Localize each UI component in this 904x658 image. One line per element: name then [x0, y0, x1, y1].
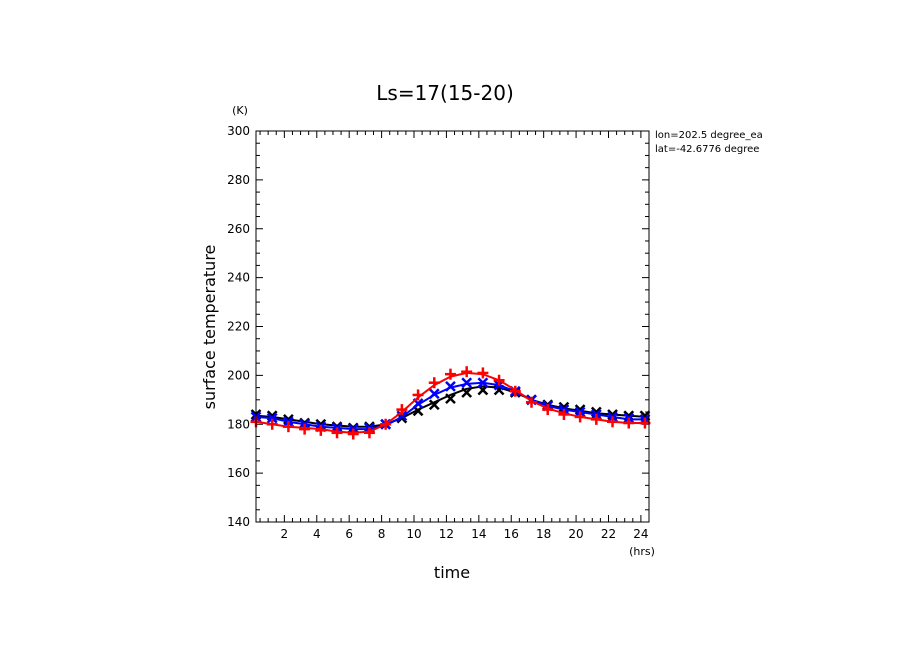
x-tick-label: 20 — [568, 527, 583, 541]
y-tick-label: 160 — [227, 466, 250, 480]
series-2-point — [380, 418, 392, 430]
y-tick-label: 220 — [227, 320, 250, 334]
series-2-point — [282, 421, 294, 433]
x-tick-label: 14 — [471, 527, 486, 541]
series-2-point — [509, 385, 521, 397]
series-2-point — [526, 396, 538, 408]
series-2-point — [574, 411, 586, 423]
series-2-point — [623, 417, 635, 429]
series-2-point — [607, 416, 619, 428]
series-2-point — [347, 428, 359, 440]
series-1-point — [477, 377, 489, 389]
series-2-point — [315, 424, 327, 436]
chart-title: Ls=17(15-20) — [376, 81, 514, 105]
x-tick-label: 24 — [633, 527, 648, 541]
series-line-1 — [255, 381, 645, 431]
series-0-point — [461, 387, 473, 398]
series-2-point — [461, 366, 473, 378]
series-0-point — [445, 393, 456, 404]
series-2-point — [428, 377, 440, 389]
y-tick-label: 240 — [227, 271, 250, 285]
y-axis-label: surface temperature — [200, 245, 219, 410]
series-2-point — [299, 423, 311, 435]
series-2-point — [590, 413, 602, 425]
x-tick-label: 10 — [406, 527, 421, 541]
series-2-point — [266, 418, 278, 430]
series-1-point — [428, 388, 440, 400]
x-tick-label: 4 — [313, 527, 321, 541]
y-tick-label: 260 — [227, 222, 250, 236]
series-line-0 — [255, 385, 645, 428]
x-tick-label: 16 — [504, 527, 519, 541]
annotation-lat: lat=-42.6776 degree — [655, 144, 759, 155]
series-2-point — [396, 404, 408, 416]
series-2-point — [331, 427, 343, 439]
y-unit-label: (K) — [232, 104, 248, 117]
series-layer — [250, 366, 651, 440]
series-2-point — [477, 367, 489, 379]
series-1-point — [445, 380, 456, 392]
plot-frame — [255, 130, 650, 523]
y-tick-label: 180 — [227, 417, 250, 431]
x-tick-label: 6 — [345, 527, 353, 541]
annotation-lon: lon=202.5 degree_ea — [655, 130, 763, 141]
series-2-point — [558, 408, 570, 420]
series-1-point — [396, 410, 408, 422]
y-tick-label: 300 — [227, 124, 250, 138]
x-tick-label: 18 — [536, 527, 551, 541]
x-tick-label: 12 — [439, 527, 454, 541]
y-tick-label: 140 — [227, 515, 250, 529]
y-tick-label: 200 — [227, 368, 250, 382]
series-0-point — [428, 399, 440, 411]
x-tick-label: 8 — [378, 527, 386, 541]
series-2-point — [412, 389, 424, 401]
series-2-point — [542, 404, 554, 416]
y-tick-label: 280 — [227, 173, 250, 187]
x-tick-label: 2 — [281, 527, 289, 541]
series-2-point — [363, 427, 375, 439]
series-1-point — [461, 377, 473, 389]
series-1-point — [266, 412, 278, 424]
series-2-point — [493, 374, 505, 386]
series-2-point — [444, 368, 456, 380]
x-axis-label: time — [434, 563, 470, 582]
x-unit-label: (hrs) — [629, 545, 655, 558]
x-tick-label: 22 — [601, 527, 616, 541]
